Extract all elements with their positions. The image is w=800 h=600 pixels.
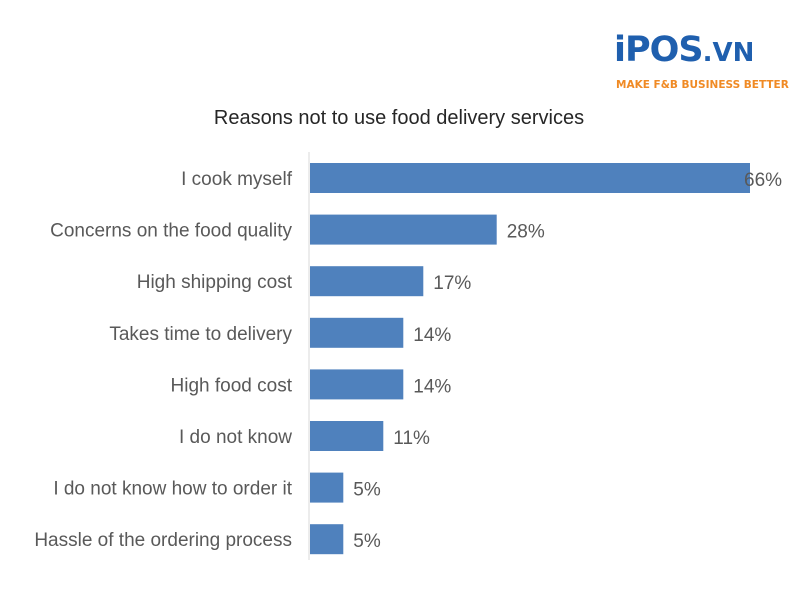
value-label: 14% — [413, 325, 451, 346]
logo-wordmark: iPOS.VN — [614, 30, 755, 70]
logo-tagline: MAKE F&B BUSINESS BETTER — [616, 79, 789, 91]
category-label: Hassle of the ordering process — [34, 530, 292, 551]
value-label: 5% — [353, 531, 381, 552]
category-label: I do not know how to order it — [53, 479, 292, 500]
chart-title: Reasons not to use food delivery service… — [214, 107, 584, 129]
bar-1 — [310, 214, 497, 245]
category-label: Takes time to delivery — [109, 324, 292, 345]
category-label: I cook myself — [181, 169, 293, 190]
category-label: I do not know — [179, 427, 292, 448]
bar-0 — [310, 163, 750, 193]
category-label: High food cost — [171, 375, 293, 396]
ipos-logo: iPOS.VN MAKE F&B BUSINESS BETTER — [614, 30, 790, 96]
value-label: 28% — [507, 222, 545, 243]
bar-6 — [310, 472, 344, 503]
bar-7 — [310, 524, 344, 555]
bar-5 — [310, 421, 384, 451]
category-label: Concerns on the food quality — [50, 221, 292, 242]
bar-3 — [310, 317, 404, 348]
bar-4 — [310, 369, 404, 400]
value-label: 14% — [413, 376, 451, 397]
value-label: 17% — [433, 273, 471, 294]
category-label: High shipping cost — [137, 272, 293, 293]
value-label: 66% — [744, 170, 782, 191]
bars-group: I cook myself 66% Concerns on the food qua… — [34, 163, 782, 555]
bar-2 — [310, 266, 424, 297]
value-label: 5% — [353, 480, 381, 501]
value-label: 11% — [393, 428, 430, 449]
